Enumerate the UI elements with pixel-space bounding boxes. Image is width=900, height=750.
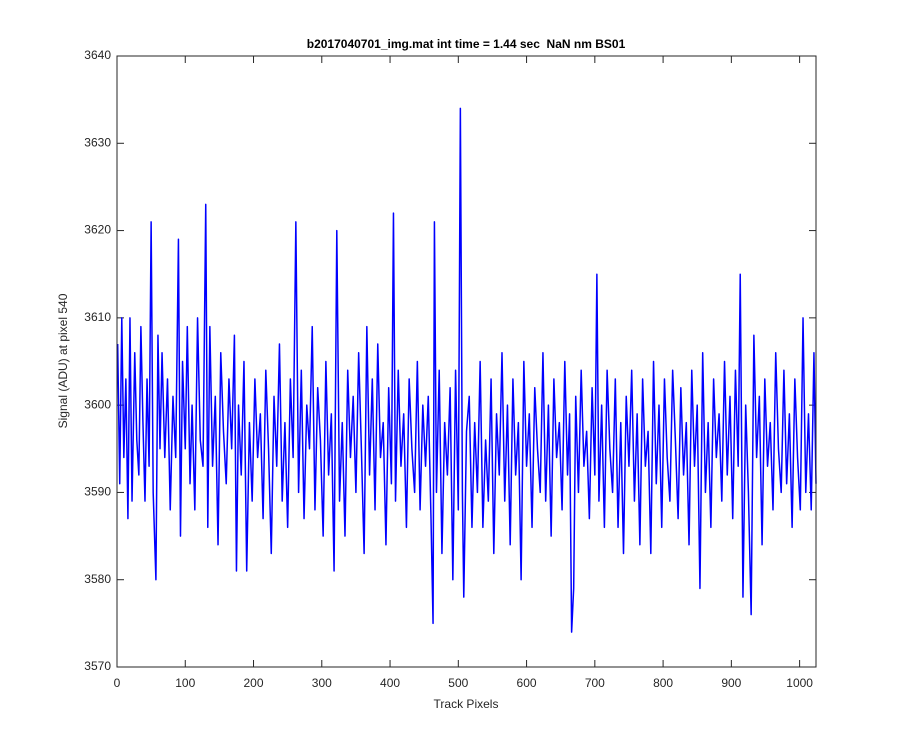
x-tick-label: 1000 — [786, 676, 813, 690]
x-tick-label: 100 — [175, 676, 195, 690]
x-tick-label: 800 — [653, 676, 673, 690]
chart-title: b2017040701_img.mat int time = 1.44 sec … — [307, 37, 626, 51]
x-tick-label: 900 — [721, 676, 741, 690]
x-tick-label: 200 — [244, 676, 264, 690]
x-tick-label: 600 — [517, 676, 537, 690]
y-tick-label: 3630 — [84, 135, 111, 149]
y-tick-label: 3640 — [84, 48, 111, 62]
y-tick-label: 3580 — [84, 572, 111, 586]
y-tick-label: 3620 — [84, 223, 111, 237]
x-tick-label: 700 — [585, 676, 605, 690]
y-tick-label: 3590 — [84, 485, 111, 499]
y-tick-label: 3570 — [84, 659, 111, 673]
x-tick-label: 500 — [448, 676, 468, 690]
x-axis-label: Track Pixels — [434, 697, 499, 711]
x-tick-label: 400 — [380, 676, 400, 690]
y-tick-label: 3600 — [84, 397, 111, 411]
data-line — [116, 107, 817, 633]
x-tick-label: 0 — [114, 676, 121, 690]
axes-box — [116, 55, 817, 668]
x-tick-label: 300 — [312, 676, 332, 690]
y-axis-label: Signal (ADU) at pixel 540 — [56, 293, 70, 428]
y-tick-label: 3610 — [84, 310, 111, 324]
